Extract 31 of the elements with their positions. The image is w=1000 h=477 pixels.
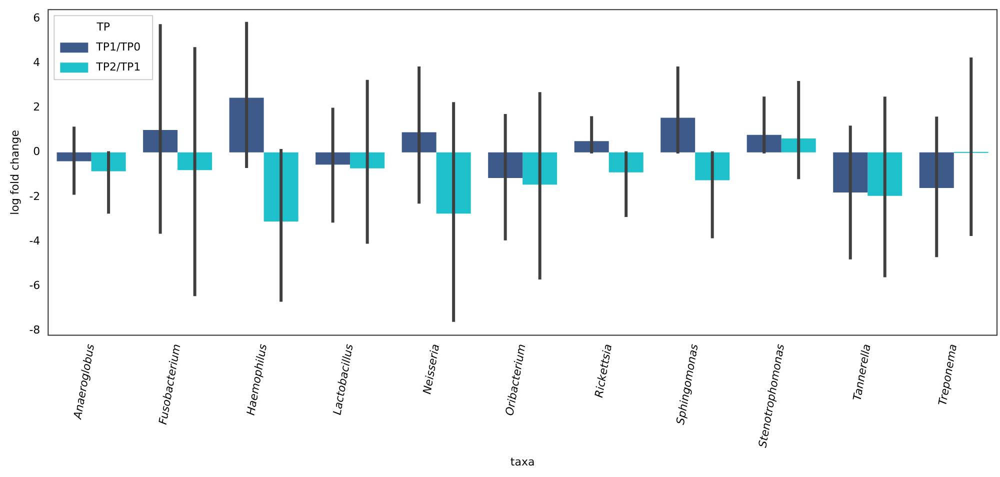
y-tick-label: -8 xyxy=(29,324,40,337)
legend-label: TP2/TP1 xyxy=(95,60,141,74)
x-tick-label: Treponema xyxy=(936,342,960,406)
bar xyxy=(608,152,644,172)
bar xyxy=(143,130,178,152)
bar xyxy=(350,152,385,168)
y-tick-label: -4 xyxy=(29,234,40,248)
bar xyxy=(868,152,902,196)
x-tick-label: Neisseria xyxy=(420,342,442,396)
y-tick-label: 6 xyxy=(33,11,40,24)
bar xyxy=(91,152,126,172)
x-tick-label: Rickettsia xyxy=(592,342,615,399)
legend-label: TP1/TP0 xyxy=(95,40,141,54)
bar xyxy=(178,152,212,170)
x-tick-label: Tannerella xyxy=(850,342,874,402)
bar xyxy=(402,132,436,152)
bar xyxy=(574,141,609,152)
bar xyxy=(833,152,868,192)
bar xyxy=(781,138,816,152)
y-tick-label: -2 xyxy=(29,190,40,203)
x-axis-title: taxa xyxy=(510,455,535,468)
bar xyxy=(488,152,523,178)
y-tick-label: 2 xyxy=(33,100,40,114)
y-tick-label: 0 xyxy=(33,145,40,158)
bar xyxy=(919,152,954,188)
bar xyxy=(695,152,730,180)
y-tick-label: -6 xyxy=(29,278,40,292)
bar xyxy=(229,98,264,152)
legend-title: TP xyxy=(96,20,110,34)
y-tick-label: 4 xyxy=(33,56,40,69)
y-axis-title: log fold change xyxy=(8,130,22,215)
